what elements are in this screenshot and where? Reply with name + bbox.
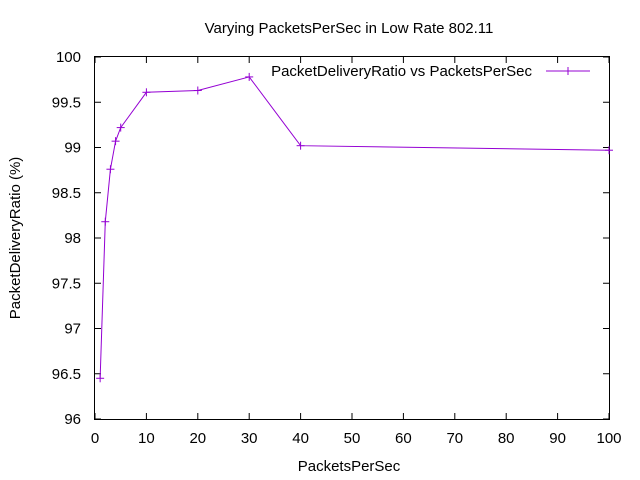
series-layer	[96, 72, 613, 383]
y-axis-ticks: 96 96.5 97 97.5 98 98.5 99 99.5 100	[52, 49, 609, 428]
data-point-marker	[605, 146, 613, 155]
data-point-marker	[106, 165, 115, 174]
x-tick-label: 20	[189, 430, 206, 447]
x-tick-label: 60	[395, 430, 412, 447]
data-point-marker	[142, 88, 151, 97]
x-tick-label: 80	[498, 430, 515, 447]
y-tick-label: 97.5	[52, 275, 81, 292]
data-point-marker	[116, 123, 125, 132]
y-tick-label: 96.5	[52, 366, 81, 383]
y-tick-label: 99.5	[52, 94, 81, 111]
y-tick-label: 97	[64, 321, 81, 338]
data-point-marker	[111, 137, 120, 146]
x-tick-label: 70	[446, 430, 463, 447]
data-point-marker	[101, 217, 110, 226]
y-tick-label: 100	[56, 49, 81, 66]
x-tick-label: 50	[344, 430, 361, 447]
x-tick-label: 10	[138, 430, 155, 447]
data-point-marker	[245, 72, 254, 81]
data-point-marker	[193, 86, 202, 95]
x-axis-title: PacketsPerSec	[298, 458, 401, 475]
y-tick-label: 98.5	[52, 185, 81, 202]
legend-label: PacketDeliveryRatio vs PacketsPerSec	[271, 63, 532, 80]
x-tick-label: 40	[292, 430, 309, 447]
y-tick-label: 99	[64, 140, 81, 157]
chart-title: Varying PacketsPerSec in Low Rate 802.11	[205, 20, 494, 37]
x-tick-label: 30	[241, 430, 258, 447]
legend: PacketDeliveryRatio vs PacketsPerSec	[271, 63, 590, 80]
x-tick-label: 90	[549, 430, 566, 447]
x-tick-label: 100	[596, 430, 621, 447]
data-point-marker	[96, 374, 105, 383]
y-tick-label: 96	[64, 411, 81, 428]
series-line	[99, 76, 610, 379]
x-tick-label: 0	[91, 430, 99, 447]
y-axis-title: PacketDeliveryRatio (%)	[7, 157, 24, 320]
legend-marker	[564, 67, 572, 75]
data-point-marker	[296, 141, 305, 150]
plot-frame	[94, 56, 610, 420]
y-tick-label: 98	[64, 230, 81, 247]
x-axis-ticks: 0 10 20 30 40 50 60 70 80 90 100	[91, 57, 622, 447]
